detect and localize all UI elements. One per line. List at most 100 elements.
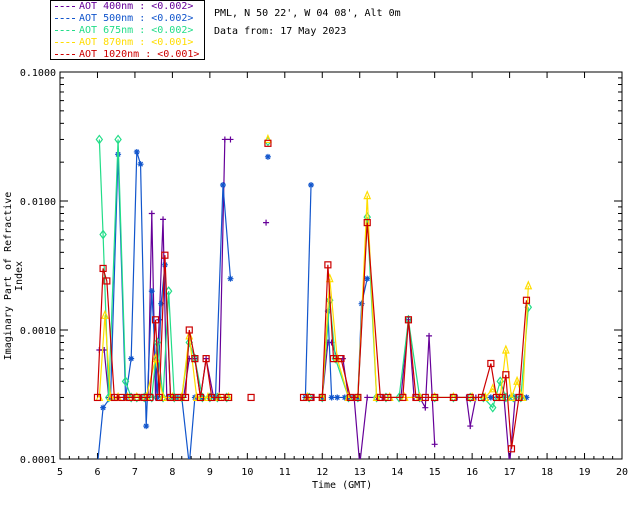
- data-point: [99, 229, 107, 240]
- series-line: [304, 185, 312, 398]
- data-point: [219, 182, 226, 189]
- x-tick-label: 9: [207, 467, 213, 478]
- x-tick-label: 11: [279, 467, 291, 478]
- data-point: [196, 393, 205, 402]
- data-point: [466, 393, 474, 402]
- data-point: [133, 393, 141, 402]
- data-point: [384, 393, 392, 402]
- legend-label-1020nm: AOT 1020nm : <0.001>: [79, 49, 200, 60]
- series-line: [309, 217, 529, 409]
- data-point: [146, 393, 154, 402]
- data-point: [500, 394, 507, 401]
- x-tick-label: 17: [504, 467, 516, 478]
- data-point: [364, 275, 371, 282]
- legend-swatch-675nm: [55, 29, 75, 31]
- data-point: [431, 441, 438, 448]
- data-point: [415, 392, 424, 403]
- x-tick-label: 8: [169, 467, 175, 478]
- legend-item-870nm: AOT 870nm : <0.001>: [55, 37, 193, 49]
- series-line: [303, 222, 528, 449]
- legend-swatch-870nm: [55, 41, 75, 43]
- data-point: [192, 391, 201, 402]
- data-point: [247, 393, 255, 402]
- series-line: [96, 255, 229, 399]
- data-point: [225, 393, 233, 402]
- data-point: [222, 392, 231, 403]
- data-point: [166, 393, 175, 402]
- data-point: [324, 261, 332, 269]
- data-point: [422, 404, 429, 411]
- date-text: Data from: 17 May 2023: [214, 26, 347, 37]
- data-point: [263, 219, 270, 226]
- y-tick-label: 0.1000: [20, 68, 56, 79]
- x-tick-label: 16: [466, 467, 478, 478]
- data-point: [399, 393, 407, 402]
- data-point: [148, 288, 155, 295]
- data-point: [106, 391, 115, 402]
- legend-item-500nm: AOT 500nm : <0.002>: [55, 13, 193, 25]
- data-point: [507, 445, 516, 453]
- x-tick-label: 6: [94, 467, 100, 478]
- series-line: [451, 396, 527, 459]
- data-point: [118, 393, 126, 402]
- data-point: [101, 309, 109, 319]
- data-point: [487, 359, 495, 368]
- data-point: [395, 392, 403, 403]
- data-point: [93, 393, 102, 402]
- data-point: [156, 316, 163, 323]
- data-point: [227, 275, 234, 282]
- data-point: [305, 392, 313, 403]
- data-point: [488, 383, 497, 393]
- data-point: [114, 134, 122, 145]
- data-point: [487, 394, 494, 401]
- legend-label-675nm: AOT 675nm : <0.002>: [79, 25, 194, 36]
- data-point: [467, 423, 474, 430]
- y-tick-label: 0.0100: [20, 197, 56, 208]
- data-point: [466, 392, 475, 403]
- legend: AOT 400nm : <0.002> AOT 500nm : <0.002> …: [50, 0, 205, 60]
- data-point: [481, 391, 490, 402]
- legend-swatch-1020nm: [55, 53, 75, 55]
- data-point: [372, 391, 381, 402]
- data-point: [524, 280, 533, 290]
- x-tick-label: 15: [429, 467, 441, 478]
- data-point: [363, 212, 371, 223]
- data-point: [308, 182, 315, 189]
- data-point: [299, 393, 308, 402]
- data-point: [318, 393, 326, 402]
- data-point: [477, 393, 486, 402]
- data-point: [498, 393, 506, 402]
- data-point: [202, 355, 210, 363]
- x-tick-label: 19: [579, 467, 591, 478]
- data-point: [143, 423, 150, 430]
- series-4: [93, 139, 531, 453]
- legend-swatch-500nm: [55, 17, 75, 19]
- data-point: [307, 393, 315, 402]
- data-point: [358, 300, 365, 307]
- data-point: [318, 392, 327, 403]
- legend-swatch-400nm: [55, 5, 75, 7]
- data-point: [110, 393, 118, 402]
- y-axis-label: Imaginary Part of Refractive Index: [3, 191, 25, 361]
- data-point: [515, 393, 523, 402]
- x-tick-label: 12: [316, 467, 328, 478]
- data-point: [137, 161, 144, 168]
- data-point: [346, 393, 354, 402]
- data-point: [523, 394, 530, 401]
- legend-item-1020nm: AOT 1020nm : <0.001>: [55, 49, 199, 61]
- data-point: [518, 391, 527, 402]
- data-point: [431, 393, 439, 402]
- data-point: [449, 392, 458, 403]
- data-point: [148, 210, 155, 217]
- data-point: [95, 134, 104, 145]
- data-point: [372, 392, 381, 403]
- series-layer: [93, 133, 533, 459]
- data-point: [174, 393, 182, 402]
- legend-label-870nm: AOT 870nm : <0.001>: [79, 37, 194, 48]
- data-point: [99, 264, 107, 273]
- series-line: [97, 151, 232, 459]
- data-point: [213, 392, 222, 403]
- data-point: [354, 392, 362, 403]
- data-point: [121, 376, 130, 387]
